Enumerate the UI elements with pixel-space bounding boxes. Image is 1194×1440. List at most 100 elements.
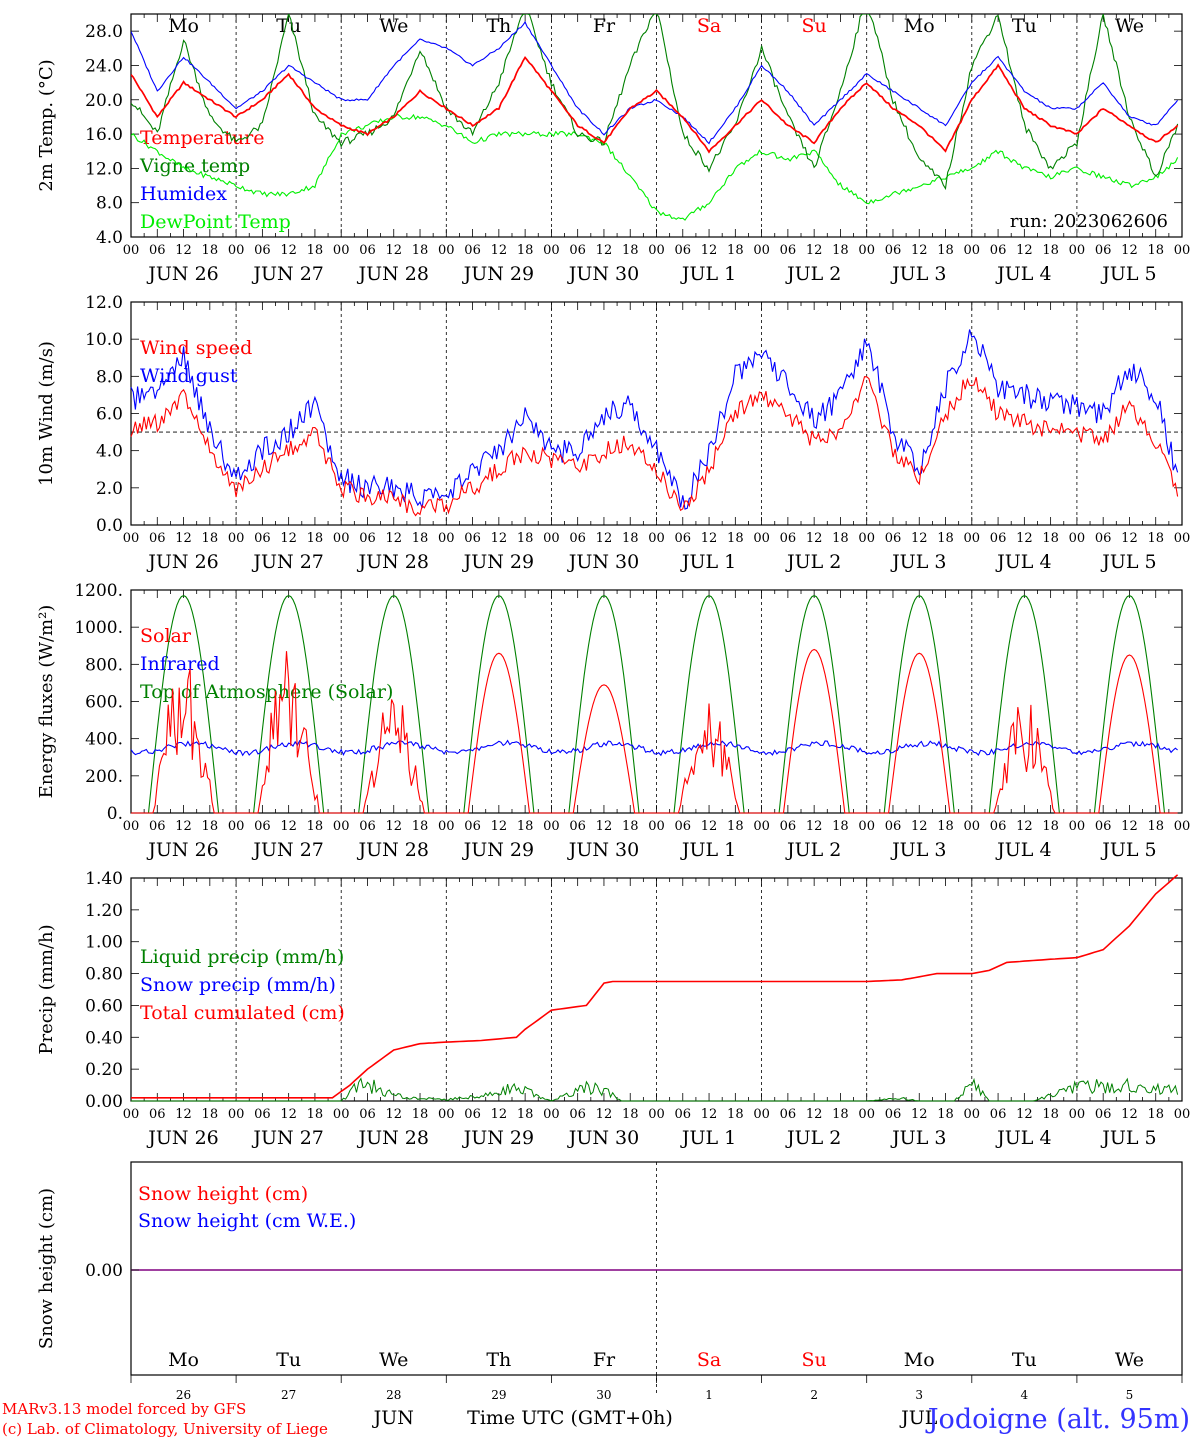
hour-tick-label: 00 [1069, 243, 1086, 258]
hour-tick-label: 18 [832, 819, 849, 834]
hour-tick-label: 06 [149, 243, 166, 258]
date-label: JUN 29 [462, 1127, 534, 1149]
weekday-label: Tu [1012, 15, 1037, 37]
y-axis-label: Precip (mm/h) [36, 924, 57, 1054]
hour-tick-label: 06 [780, 819, 797, 834]
date-label: JUL 1 [680, 1127, 736, 1149]
series-line-toa [131, 594, 1178, 814]
hour-tick-label: 00 [333, 1107, 350, 1122]
series-line-temperature [131, 56, 1179, 154]
hour-tick-label: 00 [1174, 531, 1191, 546]
hour-tick-label: 18 [202, 1107, 219, 1122]
hour-tick-label: 12 [1016, 531, 1033, 546]
hour-tick-label: 18 [832, 243, 849, 258]
weekday-label: We [379, 1349, 408, 1371]
hour-tick-label: 18 [937, 531, 954, 546]
y-tick-label: 6.0 [96, 405, 123, 425]
hour-tick-label: 06 [1095, 243, 1112, 258]
hour-tick-label: 18 [1042, 531, 1059, 546]
hour-tick-label: 12 [1016, 819, 1033, 834]
hour-tick-label: 06 [990, 819, 1007, 834]
y-tick-label: 0.00 [85, 1261, 123, 1281]
date-label: JUN 26 [146, 839, 218, 861]
y-tick-label: 12.0 [85, 293, 123, 313]
hour-tick-label: 06 [464, 819, 481, 834]
hour-tick-label: 06 [990, 1107, 1007, 1122]
weekday-label: Tu [1012, 1349, 1037, 1371]
hour-tick-label: 06 [149, 1107, 166, 1122]
series-line-solar [131, 648, 1178, 814]
hour-tick-label: 12 [596, 531, 613, 546]
date-label: JUN 26 [146, 263, 218, 285]
date-label: JUN 27 [251, 263, 323, 285]
y-tick-label: 1.20 [85, 901, 123, 921]
y-tick-label: 2.0 [96, 479, 123, 499]
hour-tick-label: 00 [228, 1107, 245, 1122]
weekday-label: Mo [168, 1349, 199, 1371]
hour-tick-label: 06 [254, 531, 271, 546]
hour-tick-label: 00 [858, 1107, 875, 1122]
hour-tick-label: 00 [858, 819, 875, 834]
series-line-dewpoint-temp [131, 113, 1179, 221]
date-label: JUL 1 [680, 839, 736, 861]
hour-tick-label: 00 [333, 531, 350, 546]
hour-tick-label: 12 [596, 243, 613, 258]
day-number-label: 4 [1021, 1388, 1029, 1402]
date-label: JUL 3 [890, 1127, 946, 1149]
date-label: JUN 27 [251, 839, 323, 861]
hour-tick-label: 12 [596, 819, 613, 834]
hour-tick-label: 06 [675, 243, 692, 258]
series-line-wind-speed [130, 376, 1179, 517]
hour-tick-label: 06 [254, 1107, 271, 1122]
legend-entry: Solar [140, 625, 192, 647]
date-label: JUL 3 [890, 839, 946, 861]
date-label: JUN 29 [462, 263, 534, 285]
month-label: JUL [899, 1407, 938, 1429]
panel-4: 00 06 12 18 00 06 12 18 00 06 12 18 00 06 12 18 00 06 12 18… [36, 869, 1190, 1149]
y-tick-label: 1000. [74, 618, 123, 638]
legend-entry: Snow height (cm) [138, 1183, 308, 1205]
date-label: JUN 28 [357, 551, 429, 573]
y-tick-label: 4.0 [96, 442, 123, 462]
hour-tick-label: 06 [149, 819, 166, 834]
y-tick-label: 0.60 [85, 996, 123, 1016]
hour-tick-label: 00 [123, 1107, 140, 1122]
hour-tick-label: 00 [228, 531, 245, 546]
day-number-label: 1 [705, 1388, 713, 1402]
hour-tick-label: 00 [1069, 819, 1086, 834]
panel-2: 00 06 12 18 00 06 12 18 00 06 12 18 00 06 12 18 00 06 12 18… [36, 293, 1190, 573]
hour-tick-label: 18 [1147, 243, 1164, 258]
legend-entry: Temperature [140, 127, 264, 149]
y-axis-label: Snow height (cm) [36, 1188, 57, 1349]
date-label: JUL 4 [995, 551, 1051, 573]
legend-entry: Snow height (cm W.E.) [138, 1210, 356, 1232]
hour-tick-label: 06 [464, 531, 481, 546]
legend-entry: DewPoint Temp [140, 211, 291, 233]
hour-tick-label: 18 [622, 1107, 639, 1122]
hour-tick-label: 00 [1069, 1107, 1086, 1122]
hour-tick-label: 12 [911, 243, 928, 258]
weekday-label: Tu [276, 1349, 301, 1371]
hour-tick-label: 18 [307, 243, 324, 258]
hour-tick-label: 18 [832, 1107, 849, 1122]
y-tick-label: 200. [85, 767, 123, 787]
day-number-label: 26 [176, 1388, 191, 1402]
date-label: JUL 1 [680, 263, 736, 285]
y-tick-label: 24.0 [85, 56, 123, 76]
y-tick-label: 0.00 [85, 1092, 123, 1112]
hour-tick-label: 18 [937, 819, 954, 834]
hour-tick-label: 06 [359, 243, 376, 258]
footer-model-credit: MARv3.13 model forced by GFS [2, 1400, 246, 1418]
date-label: JUL 5 [1100, 1127, 1156, 1149]
hour-tick-label: 06 [780, 243, 797, 258]
y-axis-label: 2m Temp. (°C) [36, 59, 57, 191]
y-tick-label: 800. [85, 655, 123, 675]
y-axis-label: Energy fluxes (W/m²) [36, 605, 57, 799]
date-label: JUN 30 [567, 1127, 639, 1149]
day-number-label: 29 [491, 1388, 506, 1402]
hour-tick-label: 18 [412, 819, 429, 834]
hour-tick-label: 00 [964, 1107, 981, 1122]
hour-tick-label: 00 [648, 243, 665, 258]
hour-tick-label: 18 [517, 243, 534, 258]
hour-tick-label: 12 [175, 531, 192, 546]
